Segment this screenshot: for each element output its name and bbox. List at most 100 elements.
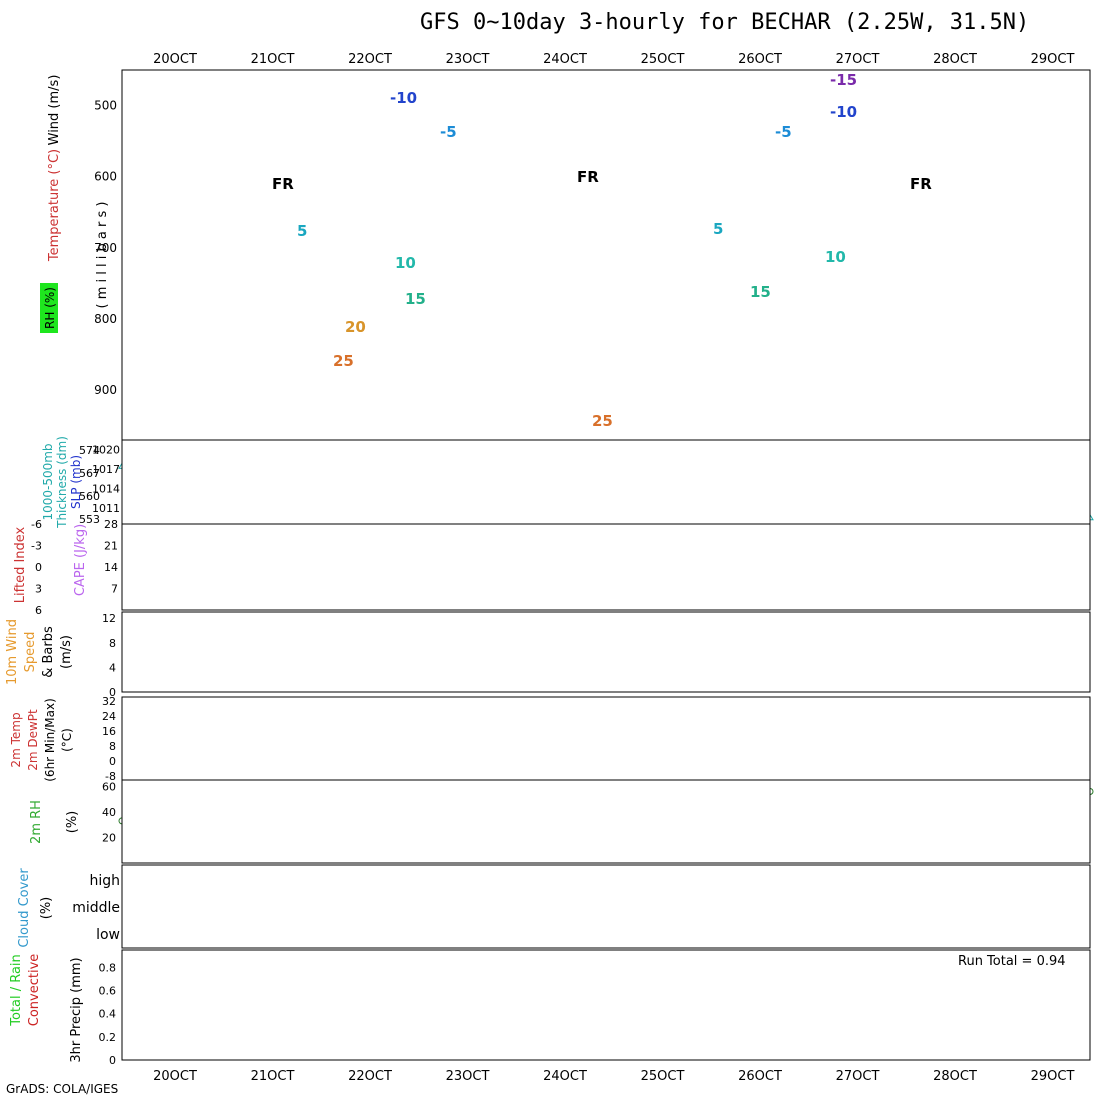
temp-ylabel-3: (°C) <box>60 728 74 752</box>
x-tick-bottom: 28OCT <box>933 1069 977 1084</box>
temp-tick: -8 <box>105 770 116 783</box>
li-tick: 0 <box>35 561 42 574</box>
panel-frame-temp2m <box>121 696 1091 781</box>
x-tick-top: 24OCT <box>543 52 587 67</box>
panel-frame-cape <box>121 523 1091 611</box>
precip-tick: 0.2 <box>99 1031 117 1044</box>
axes-layer <box>121 69 1091 1061</box>
upper-yunit: ( m i l l i b a r s ) <box>95 202 110 309</box>
x-tick-top: 27OCT <box>836 52 880 67</box>
temp-ylabel-0: 2m Temp <box>9 712 23 767</box>
x-tick-bottom: 27OCT <box>836 1069 880 1084</box>
precip-ylabel-a: Total / Rain <box>9 954 24 1027</box>
slp-tick: 1020 <box>92 444 120 457</box>
credit-label: GrADS: COLA/IGES <box>6 1082 119 1096</box>
thickness-tick: 553 <box>79 513 100 526</box>
temp-tick: 8 <box>109 740 116 753</box>
panel-frame-cloud <box>121 864 1091 949</box>
contour-label: 10 <box>395 254 416 272</box>
precip-tick: 0 <box>109 1054 116 1067</box>
li-tick: 3 <box>35 583 42 596</box>
panel-frame-rh2m <box>121 779 1091 864</box>
wind-tick: 12 <box>102 612 116 625</box>
y-tick-upper: 800 <box>94 312 117 326</box>
cloud-tick: high <box>89 873 120 889</box>
x-tick-top: 26OCT <box>738 52 782 67</box>
li-tick: 6 <box>35 604 42 617</box>
temp-tick: 16 <box>102 725 116 738</box>
panel-frame-precip <box>121 949 1091 1061</box>
y-tick-upper: 500 <box>94 99 117 113</box>
contour-label: 25 <box>592 412 613 430</box>
wind-ylabel-1: Speed <box>23 632 38 673</box>
contour-label: 15 <box>405 290 426 308</box>
cape-ylabel-cape: CAPE (J/kg) <box>73 524 88 596</box>
li-tick: -3 <box>31 540 42 553</box>
x-tick-bottom: 20OCT <box>153 1069 197 1084</box>
rh-ylabel-b: (%) <box>65 811 80 834</box>
slp-ylabel-c: SLP (mb) <box>69 455 83 509</box>
contour-label: 5 <box>713 220 723 238</box>
x-tick-bottom: 25OCT <box>641 1069 685 1084</box>
panel-frame-slp <box>121 439 1091 525</box>
slp-tick: 1011 <box>92 502 120 515</box>
precip-tick: 0.8 <box>99 961 117 974</box>
precip-tick: 0.4 <box>99 1008 117 1021</box>
cape-ylabel-li: Lifted Index <box>13 526 28 603</box>
temp-ylabel-1: 2m DewPt <box>26 709 40 771</box>
x-tick-bottom: 29OCT <box>1031 1069 1075 1084</box>
wind-ylabel-0: 10m Wind <box>5 619 20 685</box>
precip-ylabel-c: 3hr Precip (mm) <box>69 957 84 1062</box>
temp-tick: 0 <box>109 755 116 768</box>
x-tick-top: 28OCT <box>933 52 977 67</box>
contour-label: -10 <box>830 103 857 121</box>
x-tick-bottom: 26OCT <box>738 1069 782 1084</box>
upper-ylabel-rh: RH (%) <box>43 287 57 329</box>
cape-tick: 21 <box>104 540 118 553</box>
y-tick-upper: 700 <box>94 241 117 255</box>
temp-tick: 32 <box>102 695 116 708</box>
upper-ylabel-wind: Wind (m/s) <box>47 75 62 146</box>
x-tick-bottom: 22OCT <box>348 1069 392 1084</box>
cloud-ylabel-b: (%) <box>39 897 54 920</box>
contour-label: 10 <box>825 248 846 266</box>
contour-label: FR <box>910 175 932 193</box>
contour-label: -15 <box>830 71 857 89</box>
x-tick-bottom: 23OCT <box>446 1069 490 1084</box>
wind-ylabel-3: (m/s) <box>59 635 74 669</box>
cloud-tick: low <box>96 927 120 943</box>
contour-label: -10 <box>390 89 417 107</box>
contour-label: FR <box>272 175 294 193</box>
chart-title: GFS 0~10day 3-hourly for BECHAR (2.25W, … <box>420 10 1030 35</box>
li-tick: -6 <box>31 518 42 531</box>
contour-label: -5 <box>440 123 457 141</box>
labels-layer: 20OCT 20OCT 21OCT 21OCT 22OCT 22OCT 23OCT 23OCT… <box>5 52 1074 1084</box>
temp-tick: 24 <box>102 710 116 723</box>
slp-tick: 1017 <box>92 463 120 476</box>
x-tick-bottom: 24OCT <box>543 1069 587 1084</box>
rh-tick: 20 <box>102 831 116 844</box>
slp-ylabel-a: 1000-500mb <box>41 443 55 520</box>
run-total-label: Run Total = 0.94 <box>958 954 1066 969</box>
slp-ylabel-b: Thickness (dm) <box>55 436 69 529</box>
wind-tick: 0 <box>109 686 116 699</box>
contour-label: 25 <box>333 352 354 370</box>
contour-label: 15 <box>750 283 771 301</box>
x-tick-top: 23OCT <box>446 52 490 67</box>
precip-tick: 0.6 <box>99 985 117 998</box>
rh-tick: 40 <box>102 806 116 819</box>
precip-ylabel-b: Convective <box>27 954 42 1027</box>
rh-tick: 60 <box>102 780 116 793</box>
x-tick-bottom: 21OCT <box>251 1069 295 1084</box>
panel-frame-upper <box>121 69 1091 441</box>
cloud-tick: middle <box>72 900 120 916</box>
upper-ylabel-temp: Temperature (°C) <box>47 149 62 262</box>
contour-label: FR <box>577 168 599 186</box>
x-tick-top: 22OCT <box>348 52 392 67</box>
x-tick-top: 20OCT <box>153 52 197 67</box>
x-tick-top: 25OCT <box>641 52 685 67</box>
thickness-tick: 560 <box>79 490 100 503</box>
y-tick-upper: 600 <box>94 170 117 184</box>
panel-frame-wind10 <box>121 611 1091 693</box>
